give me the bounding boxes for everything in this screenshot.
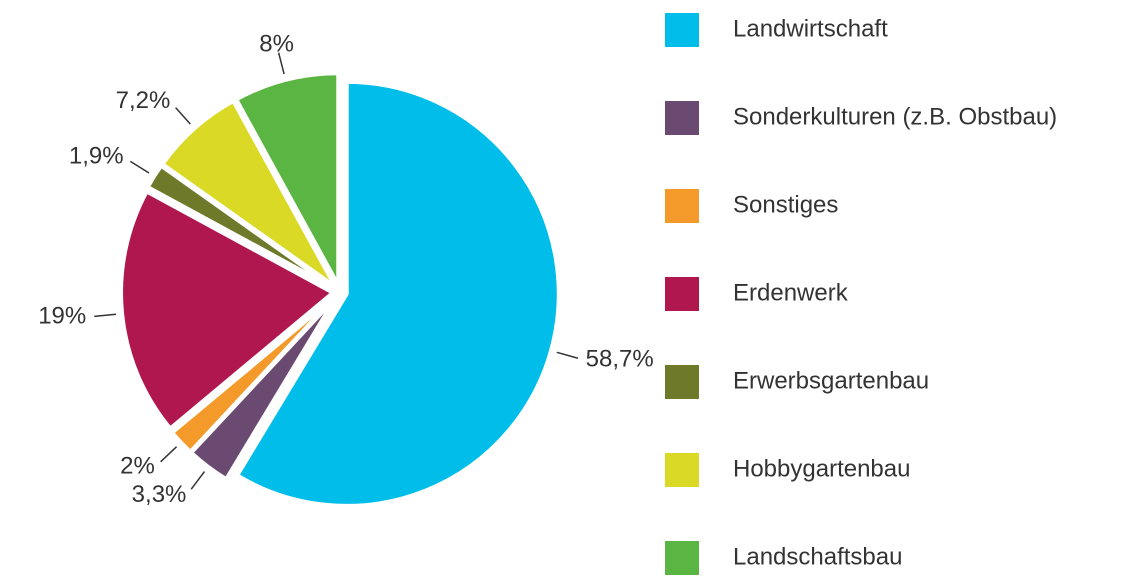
- data-label: 58,7%: [586, 346, 654, 373]
- legend-swatch: [665, 13, 699, 47]
- pie-slice: [159, 98, 338, 289]
- data-label: 1,9%: [69, 143, 124, 170]
- legend-label: Erdenwerk: [733, 279, 849, 306]
- leader-line: [94, 313, 117, 318]
- data-label: 8%: [259, 30, 294, 57]
- data-label: 7,2%: [116, 87, 171, 114]
- legend-label: Sonderkulturen (z.B. Obstbau): [733, 103, 1057, 130]
- legend-swatch: [665, 189, 699, 223]
- leader-line: [175, 107, 191, 125]
- legend-label: Landwirtschaft: [733, 15, 888, 42]
- legend-swatch: [665, 453, 699, 487]
- legend-swatch: [665, 277, 699, 311]
- pie-slice: [119, 188, 337, 432]
- data-label: 19%: [38, 303, 86, 330]
- pie-slice: [233, 71, 341, 287]
- data-label: 3,3%: [132, 481, 187, 508]
- leader-line: [190, 471, 206, 490]
- pie-slice: [234, 79, 561, 508]
- legend-label: Erwerbsgartenbau: [733, 367, 929, 394]
- legend-swatch: [665, 541, 699, 575]
- legend-swatch: [665, 365, 699, 399]
- pie-slice: [169, 295, 337, 455]
- leader-line: [129, 160, 150, 174]
- legend-label: Landschaftsbau: [733, 543, 902, 570]
- leader-line: [277, 52, 285, 75]
- legend-label: Hobbygartenbau: [733, 455, 910, 482]
- legend-label: Sonstiges: [733, 191, 838, 218]
- legend-swatch: [665, 101, 699, 135]
- leader-line: [160, 446, 178, 463]
- leader-line: [556, 351, 579, 359]
- data-label: 2%: [120, 453, 155, 480]
